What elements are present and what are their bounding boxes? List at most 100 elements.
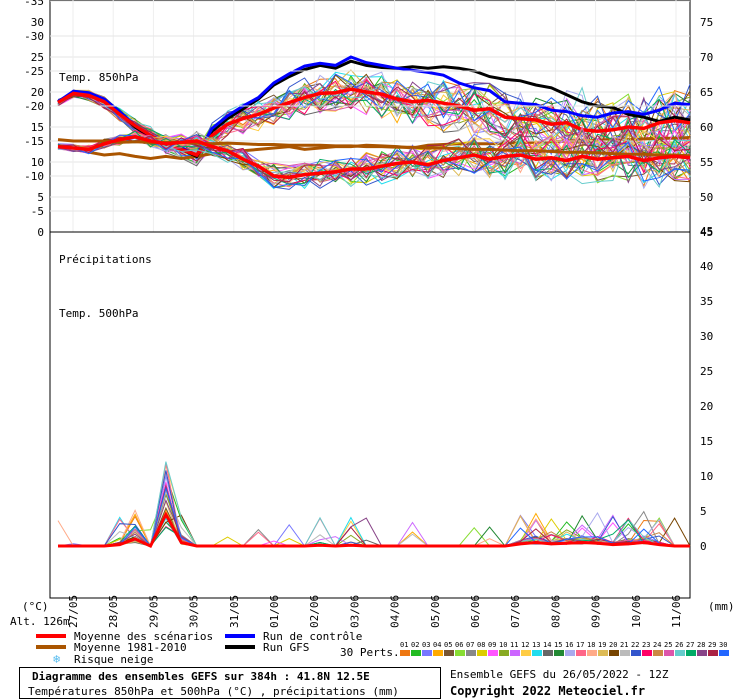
pert-legend-id: 23 [642,641,650,649]
pert-legend-id: 02 [411,641,419,649]
y-tick-right: 30 [700,330,713,343]
y-tick-right: 35 [700,295,713,308]
y-tick-right: 25 [700,365,713,378]
legend-snow-label: Risque neige [74,653,153,666]
pert-legend-swatch [477,650,487,656]
pert-legend-id: 20 [609,641,617,649]
pert-legend-swatch [708,650,718,656]
y-tick-right: 15 [700,435,713,448]
snowflake-icon: ❄ [53,652,60,666]
pert-legend-swatch [466,650,476,656]
y-tick-right: 20 [700,400,713,413]
t500-title: Temp. 500hPa [59,307,138,320]
y-tick-right: 0 [700,540,707,553]
x-tick-label: 02/06 [308,595,321,628]
y-tick-left: -30 [24,30,44,43]
pert-legend-swatch [620,650,630,656]
mean-t500-line [57,135,691,180]
pert-legend-id: 16 [565,641,573,649]
pert-legend-swatch [686,650,696,656]
pert-legend-swatch [455,650,465,656]
pert-legend-id: 04 [433,641,441,649]
precip-title: Précipitations [59,253,152,266]
pert-legend-id: 01 [400,641,408,649]
pert-legend-swatch [499,650,509,656]
pert-legend-swatch [488,650,498,656]
x-tick-label: 05/06 [429,595,442,628]
y-tick-left: -20 [24,100,44,113]
y-tick-left: 0 [37,226,44,239]
pert-legend-swatch [433,650,443,656]
pert-legend-id: 08 [477,641,485,649]
y-tick-right: 45 [700,226,713,239]
pert-legend-id: 05 [444,641,452,649]
copyright: Copyright 2022 Meteociel.fr [450,684,646,698]
pert-legend-id: 22 [631,641,639,649]
x-tick-label: 29/05 [147,595,160,628]
pert-legend-swatch [609,650,619,656]
x-tick-label: 03/06 [348,595,361,628]
legend-climo-label: Moyenne 1981-2010 [74,641,187,654]
pert-t500-line [57,135,691,190]
legend: Moyenne des scénarios Moyenne 1981-2010 … [36,630,729,666]
t850-title: Temp. 850hPa [59,71,138,84]
pert-legend-swatch [587,650,597,656]
y-tick-right: 5 [700,505,707,518]
pert-legend-swatch [411,650,421,656]
pert-legend-id: 30 [719,641,727,649]
pert-legend-id: 07 [466,641,474,649]
y-tick-right: 70 [700,51,713,64]
pert-legend-id: 15 [554,641,562,649]
unit-celsius: (°C) [22,600,49,613]
y-tick-right: 40 [700,260,713,273]
pert-legend-swatch [400,650,410,656]
x-tick-label: 10/06 [630,595,643,628]
y-tick-right: 75 [700,16,713,29]
y-tick-left: 20 [31,86,44,99]
pert-legend-swatch [642,650,652,656]
legend-mean-label: Moyenne des scénarios [74,630,213,643]
pert-legend-id: 28 [697,641,705,649]
x-tick-label: 06/06 [469,595,482,628]
y-tick-right: 50 [700,191,713,204]
y-tick-left: -35 [24,0,44,8]
pert-legend-swatch [422,650,432,656]
pert-legend-swatch [598,650,608,656]
ensemble-date: Ensemble GEFS du 26/05/2022 - 12Z [450,668,669,681]
footer-title: Diagramme des ensembles GEFS sur 384h : … [32,670,370,683]
x-tick-label: 08/06 [549,595,562,628]
pert-legend-id: 10 [499,641,507,649]
pert-legend-swatch [521,650,531,656]
pert-legend-swatch [664,650,674,656]
pert-legend-id: 26 [675,641,683,649]
pert-legend-id: 12 [521,641,529,649]
y-tick-right: 60 [700,121,713,134]
pert-legend-swatch [444,650,454,656]
pert-legend-swatch [554,650,564,656]
bottom-panel: -45-40-35-30-25-20-15-10-505101520253035… [24,0,713,599]
pert-legend-id: 24 [653,641,661,649]
y-tick-right: 45 [700,225,713,238]
pert-legend-id: 18 [587,641,595,649]
x-tick-label: 09/06 [590,595,603,628]
pert-legend-id: 11 [510,641,518,649]
pert-legend-swatch [653,650,663,656]
legend-perts-label: 30 Perts. [340,646,400,659]
pert-legend-swatch [697,650,707,656]
pert-legend-swatch [510,650,520,656]
pert-legend-swatch [543,650,553,656]
pert-legend-swatch [565,650,575,656]
pert-legend-swatch [532,650,542,656]
x-tick-label: 04/06 [389,595,402,628]
pert-t850-line [57,73,691,159]
pert-legend-id: 09 [488,641,496,649]
y-tick-left: -25 [24,65,44,78]
pert-t500-line [57,130,691,186]
pert-legend-swatch [675,650,685,656]
y-tick-right: 55 [700,156,713,169]
x-tick-label: 27/05 [67,595,80,628]
pert-legend-id: 21 [620,641,628,649]
x-tick-label: 31/05 [228,595,241,628]
y-tick-left: 25 [31,51,44,64]
